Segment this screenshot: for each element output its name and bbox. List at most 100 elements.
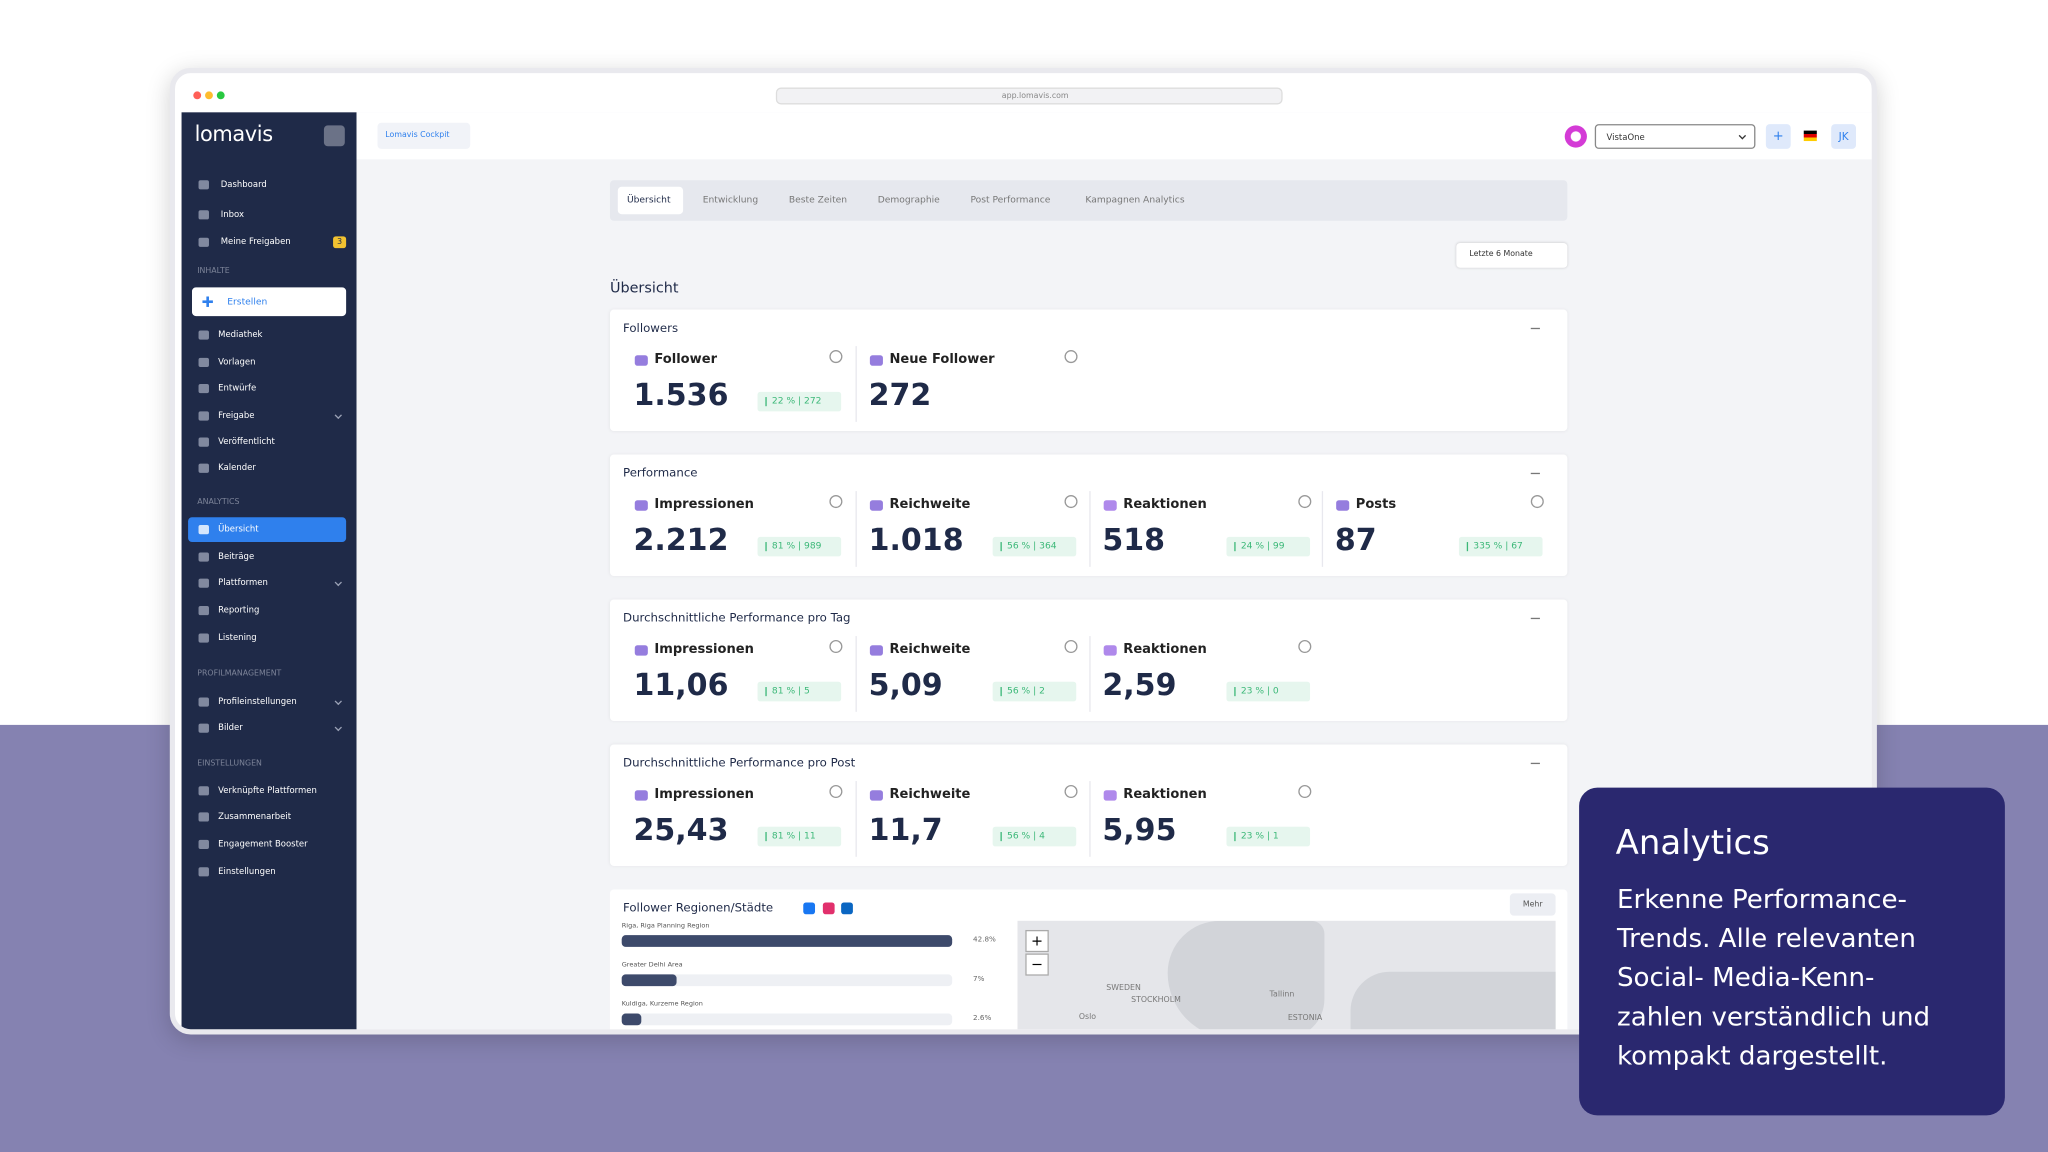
zoom-in[interactable]: + (1025, 929, 1049, 953)
change-badge: 56 % | 4 (992, 826, 1077, 847)
date-button[interactable]: Letzte 6 Monate (1456, 242, 1568, 268)
tab[interactable]: Demographie (877, 194, 940, 206)
nav-label[interactable]: Engagement Booster (218, 838, 308, 849)
nav-item[interactable]: Mediathek (188, 323, 346, 348)
nav-icon (198, 867, 209, 877)
change-text: 56 % | 364 (1007, 540, 1057, 552)
card-title: Followers (623, 322, 679, 336)
nav-label[interactable]: Übersicht (218, 523, 259, 535)
nav-label[interactable]: Plattformen (218, 577, 268, 588)
nav-item[interactable]: Entwürfe (188, 376, 346, 401)
info-icon (829, 350, 843, 364)
tab[interactable]: Übersicht (626, 194, 671, 206)
nav-item[interactable]: Veröffentlicht (188, 430, 346, 455)
nav-item[interactable]: Vorlagen (188, 350, 346, 375)
nav-item[interactable]: Freigabe (188, 404, 346, 429)
divider (1089, 491, 1091, 567)
metric-icon (1103, 645, 1117, 656)
cockpit-button[interactable]: Lomavis Cockpit (377, 122, 471, 149)
change-text: 23 % | 0 (1240, 685, 1279, 697)
nav-item[interactable]: Profileinstellungen (188, 690, 346, 715)
nav-label[interactable]: Veröffentlicht (218, 436, 275, 447)
window-dot (193, 91, 202, 100)
nav-item[interactable]: Meine Freigaben 3 (188, 230, 347, 255)
section-label: INHALTE (197, 266, 230, 276)
user-initials[interactable]: JK (1831, 124, 1856, 149)
tab[interactable]: Post Performance (970, 194, 1051, 206)
nav-label[interactable]: Kalender (218, 462, 256, 473)
nav-item[interactable]: Übersicht (188, 517, 347, 543)
create-button[interactable]: Erstellen (191, 287, 347, 317)
nav-label[interactable]: Profileinstellungen (218, 696, 297, 707)
arrow-up (765, 687, 767, 697)
tab[interactable]: Kampagnen Analytics (1085, 194, 1185, 206)
divider (1089, 781, 1091, 857)
tab[interactable]: Beste Zeiten (788, 194, 848, 206)
nav-item[interactable]: Verknüpfte Plattformen (188, 778, 346, 803)
nav-item[interactable]: Kalender (188, 456, 346, 481)
metric-label: Impressionen (654, 642, 754, 657)
nav-item[interactable]: Dashboard (188, 172, 346, 197)
nav-item[interactable]: Beiträge (188, 545, 346, 570)
download-icon[interactable] (1530, 610, 1540, 620)
nav-item[interactable]: Engagement Booster (188, 832, 346, 857)
map-label: ESTONIA (1287, 1013, 1323, 1023)
arrow-up (765, 831, 767, 842)
nav-icon (198, 180, 209, 190)
logo: lomavis (194, 121, 273, 147)
download-icon[interactable] (1530, 320, 1540, 330)
change-badge: 56 % | 2 (992, 681, 1077, 702)
info-icon (1064, 495, 1078, 509)
nav-item[interactable]: Plattformen (188, 571, 346, 596)
cockpit-label[interactable]: Lomavis Cockpit (385, 130, 450, 140)
nav-item[interactable]: Bilder (188, 716, 346, 741)
nav-label[interactable]: Entwürfe (218, 382, 257, 394)
nav-item[interactable]: Inbox (188, 202, 346, 227)
add-button[interactable]: + (1765, 124, 1791, 149)
download-icon[interactable] (1530, 755, 1540, 765)
metric-label: Follower (654, 352, 718, 368)
nav-item[interactable]: Listening (188, 626, 346, 651)
account-select[interactable]: VistaOne (1594, 124, 1756, 149)
info-icon (829, 784, 843, 799)
account-name[interactable]: VistaOne (1606, 131, 1645, 143)
nav-label[interactable]: Reporting (218, 604, 260, 616)
platform-icon (822, 902, 835, 915)
window-dot (216, 91, 225, 100)
nav-icon (198, 606, 209, 616)
metric-value: 1.018 (868, 523, 964, 558)
create-label[interactable]: Erstellen (227, 295, 268, 307)
nav-label[interactable]: Zusammenarbeit (218, 811, 292, 822)
nav-label[interactable]: Einstellungen (218, 865, 276, 877)
nav-label[interactable]: Listening (218, 632, 257, 643)
arrow-up (1466, 542, 1469, 552)
collapse-button[interactable] (323, 125, 345, 147)
nav-label[interactable]: Dashboard (220, 178, 267, 190)
tab[interactable]: Entwicklung (702, 194, 759, 206)
metric-icon (869, 645, 883, 656)
change-text: 56 % | 2 (1007, 685, 1045, 697)
nav-label[interactable]: Inbox (220, 208, 244, 220)
nav-item[interactable]: Reporting (188, 598, 346, 623)
nav-icon (198, 237, 209, 247)
date-label[interactable]: Letzte 6 Monate (1469, 249, 1533, 259)
nav-label[interactable]: Vorlagen (218, 356, 256, 368)
nav-label[interactable]: Beiträge (218, 551, 255, 562)
change-text: 335 % | 67 (1473, 540, 1523, 552)
nav-label[interactable]: Verknüpfte Plattformen (218, 784, 317, 796)
metric-label: Posts (1355, 497, 1397, 512)
nav-label[interactable]: Bilder (218, 722, 243, 733)
nav-item[interactable]: Einstellungen (188, 859, 346, 884)
metric-icon (869, 355, 883, 366)
nav-label[interactable]: Mediathek (218, 329, 263, 340)
nav-label[interactable]: Meine Freigaben (220, 236, 291, 247)
nav-label[interactable]: Freigabe (218, 410, 255, 421)
region-share: 2.6% (973, 1014, 992, 1023)
zoom-out[interactable]: − (1025, 953, 1049, 976)
card-title: Durchschnittliche Performance pro Tag (623, 612, 851, 626)
more-button[interactable]: Mehr (1509, 893, 1556, 916)
nav-item[interactable]: Zusammenarbeit (188, 805, 346, 830)
nav-icon (198, 437, 209, 447)
download-icon[interactable] (1530, 465, 1540, 475)
